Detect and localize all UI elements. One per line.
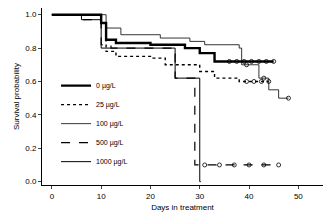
svg-text:0.4: 0.4 <box>25 111 37 120</box>
svg-text:0.0: 0.0 <box>25 177 37 186</box>
svg-text:100 µg/L: 100 µg/L <box>96 120 123 128</box>
svg-text:0.2: 0.2 <box>25 144 37 153</box>
svg-text:20: 20 <box>146 192 155 201</box>
svg-text:500 µg/L: 500 µg/L <box>96 139 123 147</box>
svg-text:0 µg/L: 0 µg/L <box>96 82 116 90</box>
svg-text:0: 0 <box>50 192 55 201</box>
svg-text:25 µg/L: 25 µg/L <box>96 101 120 109</box>
svg-text:1.0: 1.0 <box>25 10 37 19</box>
svg-text:Days in treatment: Days in treatment <box>151 203 214 212</box>
svg-text:0.6: 0.6 <box>25 77 37 86</box>
svg-text:1000 µg/L: 1000 µg/L <box>96 158 127 166</box>
svg-text:Survival probability: Survival probability <box>12 63 21 130</box>
svg-text:40: 40 <box>245 192 254 201</box>
svg-text:0.8: 0.8 <box>25 44 37 53</box>
svg-text:30: 30 <box>195 192 204 201</box>
svg-text:10: 10 <box>97 192 106 201</box>
svg-text:50: 50 <box>294 192 303 201</box>
